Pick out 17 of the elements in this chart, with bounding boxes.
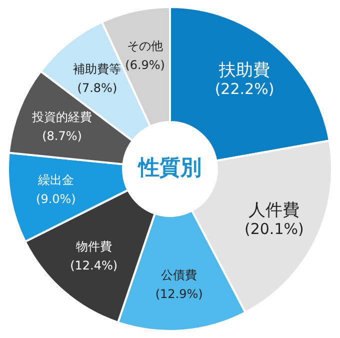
data-label: (12.9%)	[155, 286, 203, 301]
data-label: (9.0%)	[36, 192, 76, 206]
data-label: (22.2%)	[214, 80, 274, 98]
slice-label: その他	[127, 38, 164, 53]
slice-label: 補助費等	[73, 62, 122, 76]
slice-label: 投資的経費	[31, 110, 92, 124]
slice-label: 物件費	[76, 240, 112, 254]
data-label: (8.7%)	[42, 128, 82, 143]
data-label: (7.8%)	[77, 80, 118, 95]
data-label: (20.1%)	[244, 220, 304, 238]
slice-label: 人件費	[248, 200, 300, 220]
slice-label: 繰出金	[36, 173, 74, 188]
slice-label: 公債費	[161, 268, 198, 282]
data-label: (12.4%)	[70, 258, 118, 273]
data-label: (6.9%)	[125, 58, 165, 72]
text: 性質別	[136, 155, 202, 180]
slice-label: 扶助費	[218, 60, 270, 81]
